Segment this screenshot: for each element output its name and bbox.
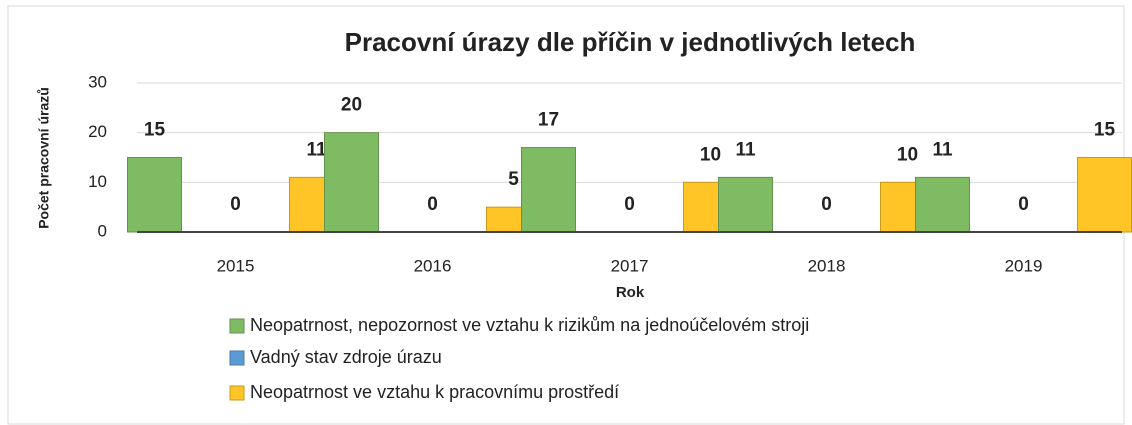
data-label: 15 [144, 120, 166, 141]
bar [521, 147, 576, 233]
x-axis-title: Rok [616, 284, 645, 301]
data-label: 20 [341, 95, 362, 116]
data-label: 0 [624, 194, 635, 215]
bar [718, 176, 773, 233]
legend-label: Neopatrnost ve vztahu k pracovnímu prost… [250, 382, 619, 402]
y-axis-title: Počet pracovní úrazů [36, 87, 52, 229]
legend-label: Neopatrnost, nepozornost ve vztahu k riz… [250, 315, 809, 335]
y-tick-label: 0 [98, 221, 107, 240]
x-tick-label: 2018 [808, 256, 846, 275]
y-tick-label: 30 [88, 72, 107, 91]
data-label: 17 [538, 110, 559, 131]
x-tick-label: 2016 [414, 256, 452, 275]
bar [127, 157, 182, 233]
data-label: 0 [230, 194, 241, 215]
data-label: 11 [306, 139, 327, 160]
data-label: 10 [700, 144, 721, 165]
chart-title: Pracovní úrazy dle příčin v jednotlivých… [345, 27, 916, 57]
bar [324, 132, 379, 233]
x-tick-label: 2015 [217, 256, 255, 275]
x-tick-label: 2019 [1005, 256, 1043, 275]
legend-label: Vadný stav zdroje úrazu [250, 347, 442, 367]
data-label: 5 [508, 169, 519, 190]
data-label: 10 [897, 144, 918, 165]
legend-swatch [229, 350, 245, 366]
y-tick-label: 20 [88, 122, 107, 141]
bar [1077, 157, 1132, 233]
y-tick-label: 10 [88, 172, 107, 191]
data-label: 0 [1018, 194, 1029, 215]
bar [915, 176, 970, 233]
data-label: 15 [1094, 120, 1116, 141]
data-label: 0 [427, 194, 438, 215]
data-label: 11 [932, 139, 953, 160]
legend-swatch [229, 318, 245, 334]
x-tick-label: 2017 [611, 256, 649, 275]
legend-swatch [229, 385, 245, 401]
data-label: 11 [735, 139, 756, 160]
data-label: 0 [821, 194, 832, 215]
